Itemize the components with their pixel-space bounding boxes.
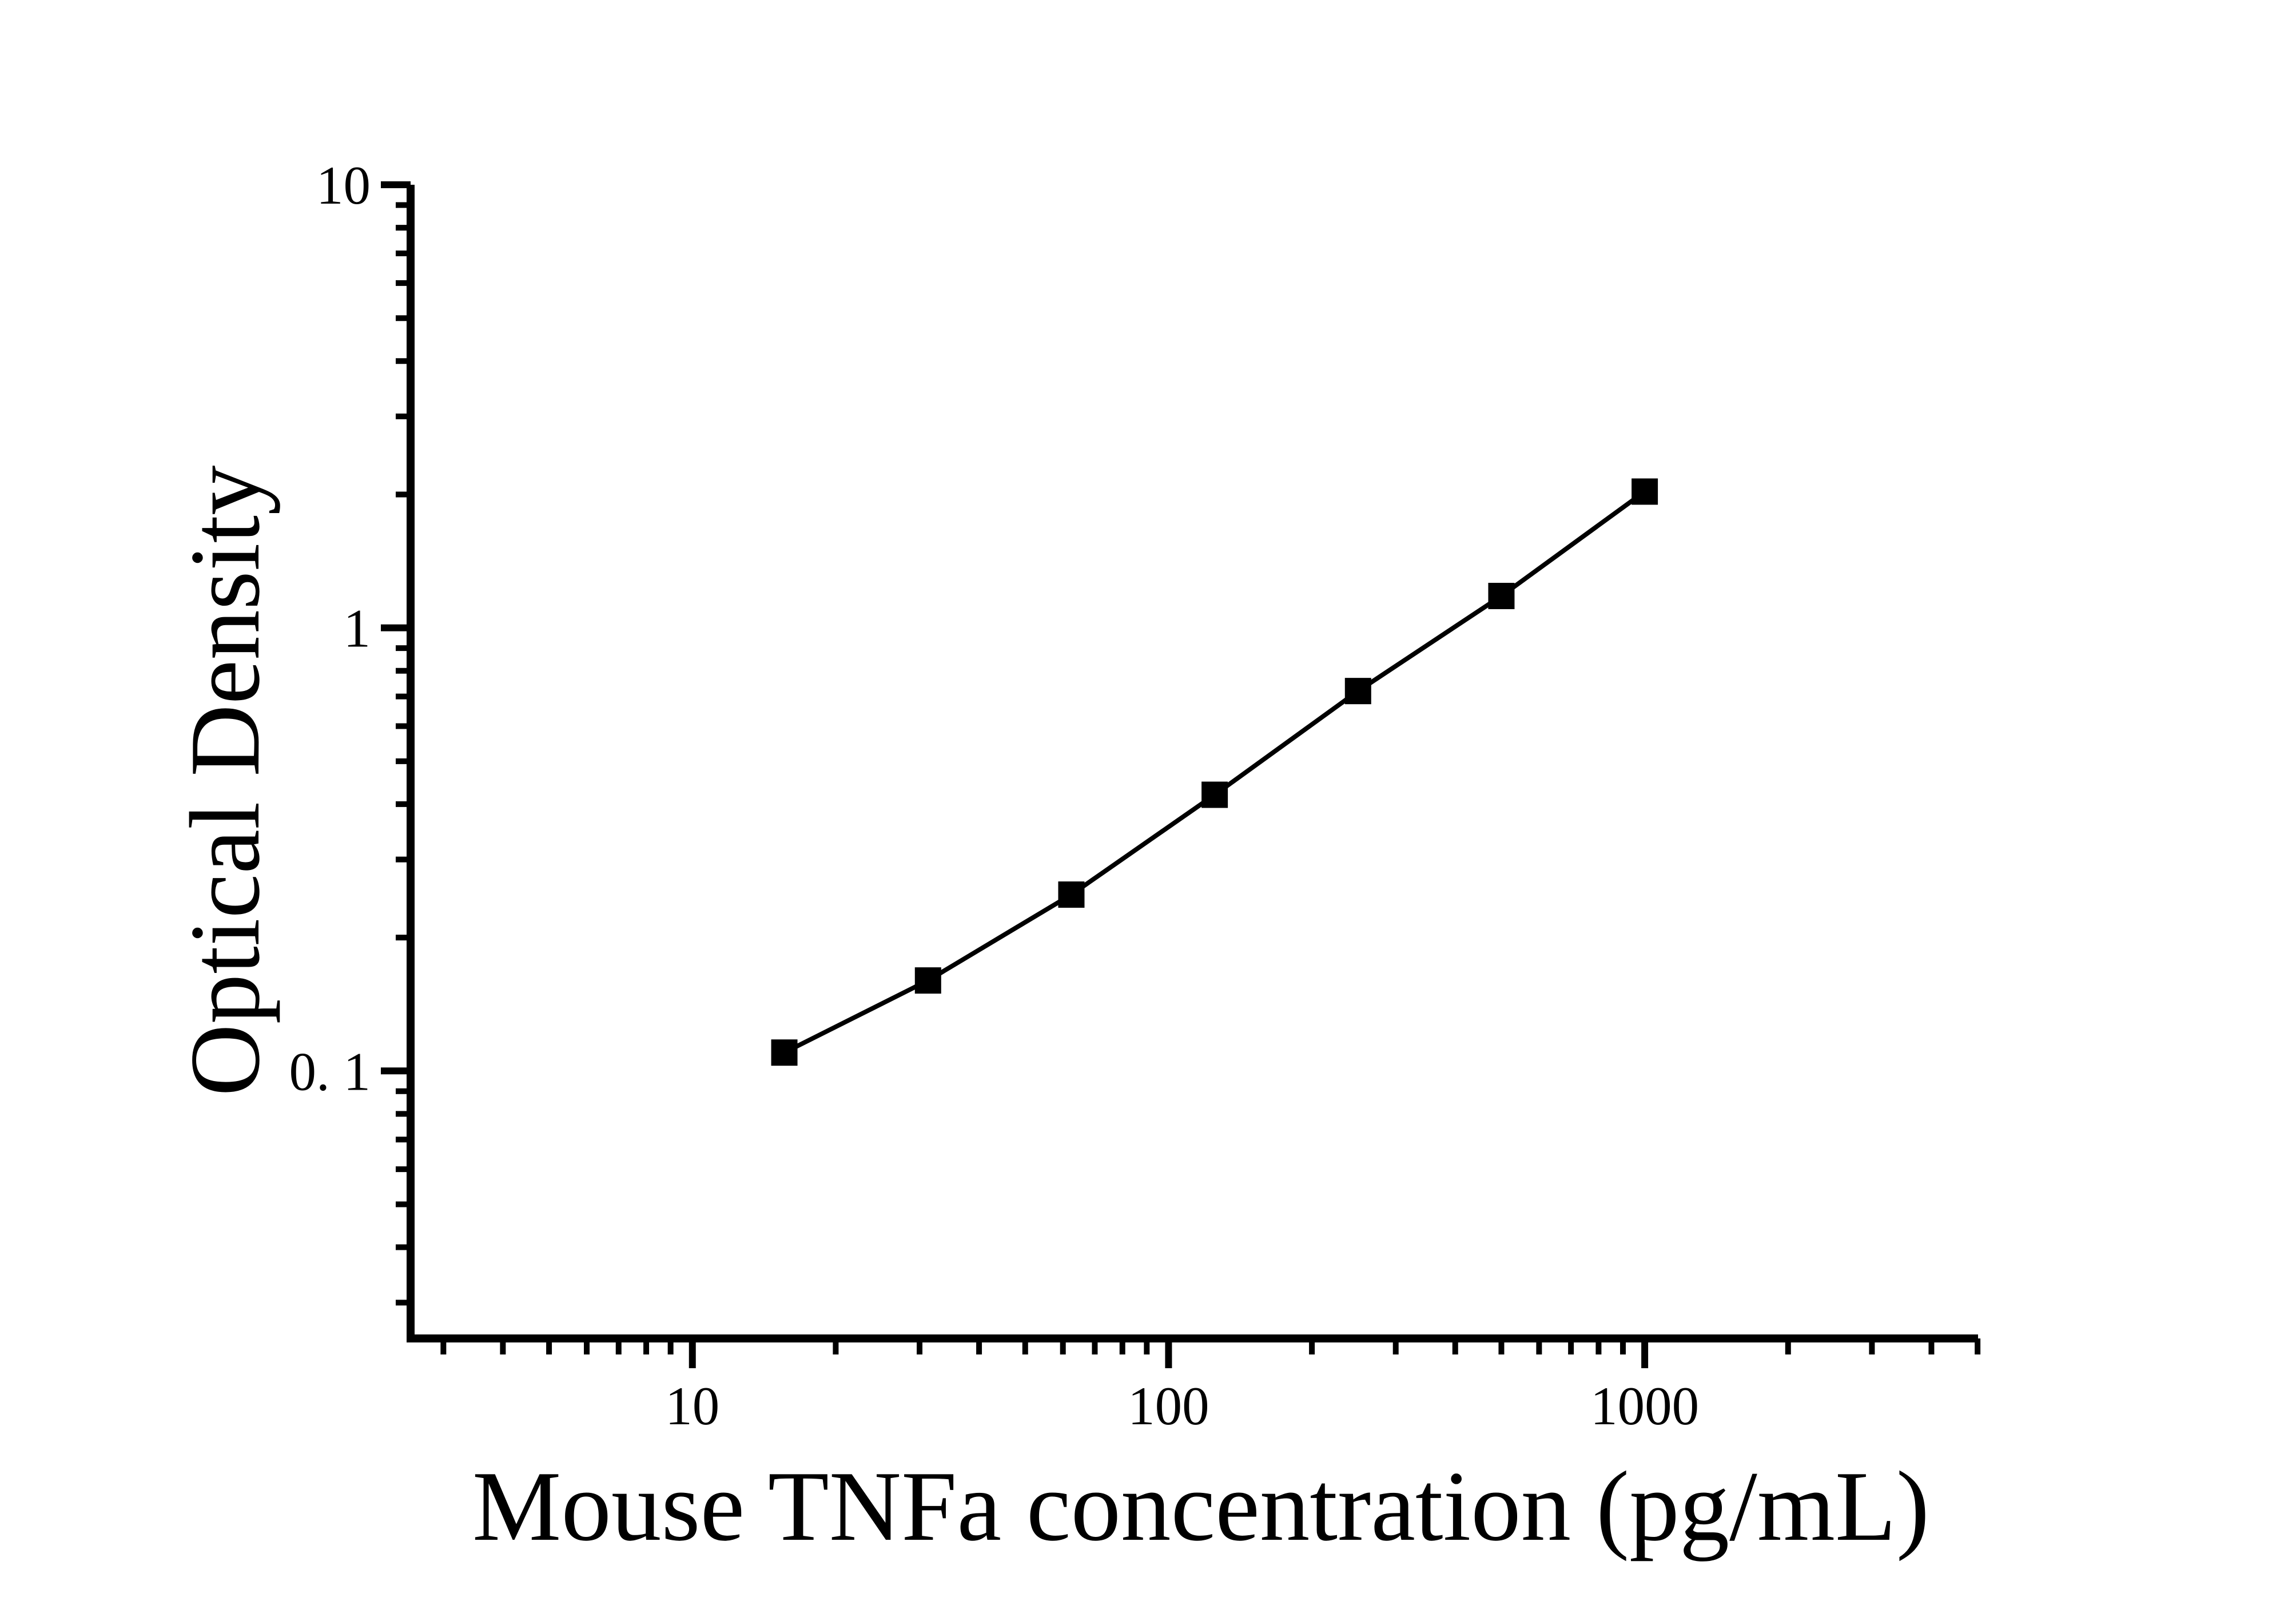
data-point-marker bbox=[1058, 881, 1085, 908]
x-axis-tick-labels: 10 100 1000 bbox=[665, 1376, 1699, 1436]
x-tick-label: 1000 bbox=[1590, 1376, 1699, 1436]
y-tick-label: 0. 1 bbox=[289, 1041, 371, 1102]
x-tick-label: 10 bbox=[665, 1376, 719, 1436]
axes-spines bbox=[407, 185, 1978, 1342]
x-tick-label: 100 bbox=[1128, 1376, 1209, 1436]
y-axis-tick-labels: 10 1 0. 1 bbox=[289, 155, 371, 1102]
y-axis-ticks bbox=[381, 181, 411, 1306]
data-series-line bbox=[783, 490, 1646, 1055]
y-tick-label: 10 bbox=[316, 155, 371, 216]
data-point-marker bbox=[771, 1039, 798, 1066]
data-point-marker bbox=[1488, 582, 1515, 609]
data-point-marker bbox=[914, 967, 941, 994]
data-point-marker bbox=[1344, 678, 1371, 705]
data-series-markers bbox=[771, 478, 1658, 1066]
axis-spine bbox=[407, 185, 1978, 1342]
x-axis-title: Mouse TNFa concentration (pg/mL) bbox=[472, 1451, 1929, 1562]
data-point-marker bbox=[1201, 781, 1228, 808]
data-point-marker bbox=[1632, 478, 1658, 505]
y-axis-title: Optical Density bbox=[169, 465, 280, 1096]
x-axis-ticks bbox=[440, 1338, 1981, 1368]
standard-curve-line bbox=[783, 490, 1646, 1055]
y-tick-label: 1 bbox=[344, 598, 371, 659]
